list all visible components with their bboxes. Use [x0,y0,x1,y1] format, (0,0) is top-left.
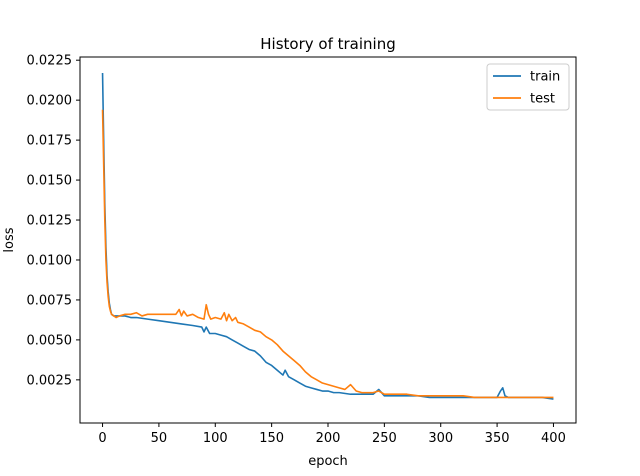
x-tick-label: 200 [316,431,341,446]
x-tick-label: 250 [372,431,397,446]
y-axis: 0.0025 0.0050 0.0075 0.0100 0.0125 0.0150 0.01… [27,54,80,388]
x-tick-label: 50 [151,431,168,446]
x-tick-label: 0 [98,431,106,446]
y-tick-label: 0.0075 [27,293,73,308]
legend-label-test: test [530,92,555,107]
x-tick-label: 150 [259,431,284,446]
series-line-test [101,109,554,399]
y-axis-label: loss [2,227,17,252]
x-tick-label: 100 [203,431,228,446]
y-tick-label: 0.0225 [27,54,73,69]
y-tick-label: 0.0125 [27,214,73,229]
y-tick-label: 0.0025 [27,373,73,388]
x-tick-label: 400 [541,431,566,446]
x-tick-label: 300 [428,431,453,446]
y-tick-label: 0.0200 [27,94,73,109]
x-axis: 0 50 100 150 200 250 300 350 400 [98,423,566,446]
legend-label-train: train [530,70,560,85]
y-tick-label: 0.0175 [27,134,73,149]
chart-title: History of training [260,35,395,53]
y-tick-label: 0.0150 [27,174,73,189]
x-axis-label: epoch [308,454,348,469]
y-tick-label: 0.0050 [27,333,73,348]
series-layer [101,72,554,400]
y-tick-label: 0.0100 [27,253,73,268]
legend: train test [486,63,570,111]
x-tick-label: 350 [485,431,510,446]
series-line-train [101,72,554,400]
